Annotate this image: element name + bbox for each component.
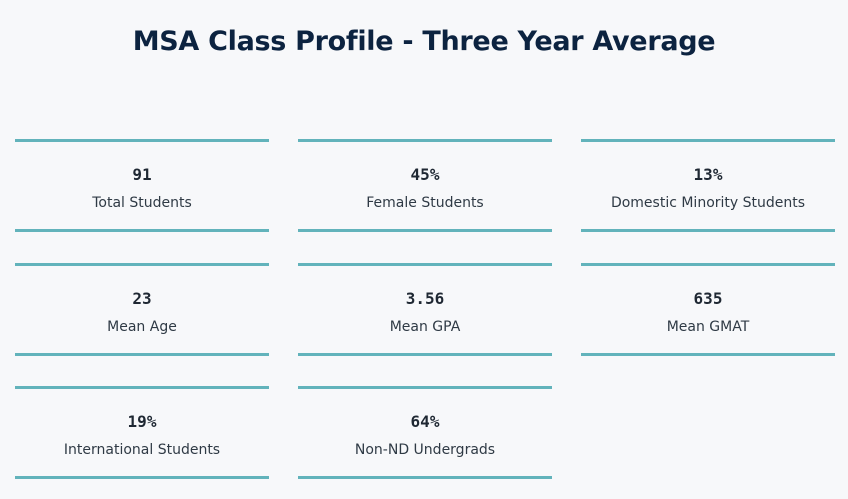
stat-domestic-minority-students: 13% Domestic Minority Students [581, 139, 835, 232]
stat-label: International Students [63, 442, 221, 458]
stat-value: 23 [132, 289, 152, 308]
stat-value: 91 [132, 165, 152, 184]
stat-label: Mean Age [107, 319, 177, 335]
stat-mean-age: 23 Mean Age [15, 263, 269, 356]
stat-label: Domestic Minority Students [610, 195, 806, 211]
stat-value: 64% [410, 412, 440, 431]
stat-non-nd-undergrads: 64% Non-ND Undergrads [298, 386, 552, 479]
stat-label: Female Students [366, 195, 484, 211]
stat-value: 13% [693, 165, 723, 184]
stat-label: Total Students [92, 195, 192, 211]
stat-total-students: 91 Total Students [15, 139, 269, 232]
stat-label: Mean GPA [389, 319, 461, 335]
stat-mean-gmat: 635 Mean GMAT [581, 263, 835, 356]
stat-mean-gpa: 3.56 Mean GPA [298, 263, 552, 356]
stat-female-students: 45% Female Students [298, 139, 552, 232]
stat-value: 3.56 [405, 289, 445, 308]
stat-value: 45% [410, 165, 440, 184]
stat-international-students: 19% International Students [15, 386, 269, 479]
page-title: MSA Class Profile - Three Year Average [132, 26, 716, 57]
stat-value: 19% [127, 412, 157, 431]
stat-label: Mean GMAT [666, 319, 750, 335]
stat-label: Non-ND Undergrads [354, 442, 496, 458]
stat-value: 635 [693, 289, 723, 308]
